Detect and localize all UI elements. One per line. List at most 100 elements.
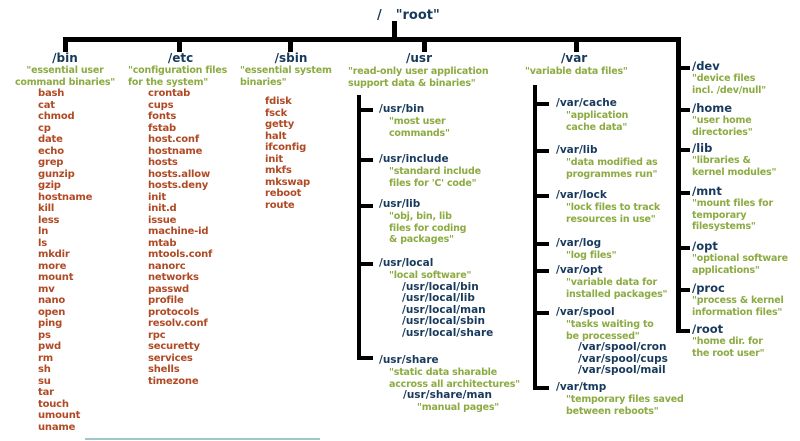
var-lock-desc: "lock files to track resources in use" [566, 202, 661, 225]
bin-file-item: hostname [38, 191, 93, 203]
bin-file-item: ls [38, 237, 47, 249]
bin-file-item: mv [38, 283, 55, 295]
usr-share-dir-label: /usr/share [379, 354, 439, 366]
etc-file-item: mtools.conf [148, 249, 213, 260]
root-dir-desc: "home dir. for the root user" [692, 336, 765, 359]
bin-file-item: gzip [38, 180, 61, 191]
var-opt-section: /var/opt "variable data for installed pa… [556, 264, 668, 300]
usr-local-subdir-item: /usr/local/bin [402, 280, 479, 293]
opt-dir-label: /opt [692, 239, 718, 253]
root-dir-label: /root [692, 322, 724, 336]
root-node: / "root" [377, 8, 440, 23]
var-branch-line [574, 40, 579, 52]
bin-desc: "essential user command binaries" [14, 65, 116, 88]
bin-file-item: cat [38, 99, 55, 111]
var-desc: "variable data files" [525, 66, 628, 77]
etc-desc: "configuration files for the system" [128, 65, 228, 88]
sbin-section: /sbin "essential system binaries" fdisk f… [232, 51, 350, 211]
sbin-file-item: route [265, 199, 295, 211]
etc-file-item: mtab [148, 237, 177, 249]
bin-file-item: less [38, 214, 60, 226]
var-log-section: /var/log "log files" [556, 237, 617, 262]
usr-local-tick-line [357, 262, 373, 266]
etc-file-item: init [148, 191, 166, 203]
etc-file-item: protocols [148, 306, 199, 318]
usr-dir-label: /usr [406, 51, 432, 65]
sbin-file-item: halt [265, 130, 287, 142]
sbin-file-item: reboot [265, 188, 302, 199]
usr-share-tick-line [357, 356, 373, 360]
var-spool-subdir-item: /var/spool/mail [578, 364, 666, 376]
usr-include-dir-label: /usr/include [379, 153, 449, 165]
var-cache-section: /var/cache "application cache data" [556, 97, 628, 133]
var-lib-section: /var/lib "data modified as programmes ru… [556, 144, 658, 180]
bin-file-item: umount [38, 410, 81, 421]
bin-file-item: mount [38, 272, 74, 283]
etc-file-item: crontab [148, 88, 191, 99]
usr-branch-line [422, 40, 427, 52]
etc-file-item: passwd [148, 283, 190, 295]
var-opt-tick-line [533, 269, 549, 273]
bin-file-item: sh [38, 364, 51, 375]
usr-include-section: /usr/include "standard include files for… [379, 153, 481, 189]
etc-file-item: profile [148, 295, 184, 306]
root-name-label: "root" [395, 8, 440, 23]
var-spool-desc: "tasks waiting to be processed" [566, 319, 654, 342]
bin-file-item: ln [38, 226, 49, 237]
usr-bin-dir-label: /usr/bin [379, 103, 425, 115]
var-cache-dir-label: /var/cache [556, 97, 617, 109]
var-spool-subdir-item: /var/spool/cron [578, 341, 667, 353]
etc-branch-line [177, 40, 182, 52]
etc-file-item: hostname [148, 145, 203, 157]
bin-file-item: date [38, 134, 63, 145]
var-log-tick-line [533, 242, 549, 246]
bin-file-item: ping [38, 318, 63, 329]
bin-dir-label: /bin [52, 51, 78, 65]
usr-bracket-line [357, 95, 361, 360]
right-trunk-line [676, 37, 681, 333]
bin-file-item: tar [38, 387, 54, 398]
proc-tick-line [676, 288, 690, 292]
root-dir-tick-line [676, 329, 690, 333]
sbin-file-item: getty [265, 119, 295, 130]
bin-file-item: grep [38, 157, 64, 168]
bin-file-item: kill [38, 203, 55, 214]
sbin-branch-line [288, 40, 293, 52]
var-opt-dir-label: /var/opt [556, 264, 603, 276]
bin-section: /bin "essential user command binaries" b… [0, 51, 130, 433]
etc-section: /etc "configuration files for the system… [118, 51, 243, 387]
etc-file-item: cups [148, 99, 174, 111]
opt-desc: "optional software applications" [692, 253, 788, 276]
bin-file-item: open [38, 306, 66, 318]
sbin-file-list: fdisk fsck getty halt ifconfig init mkfs mkswap… [232, 96, 350, 211]
bin-file-item: bash [38, 88, 65, 99]
var-cache-tick-line [533, 102, 549, 106]
var-lib-dir-label: /var/lib [556, 144, 598, 156]
var-lock-dir-label: /var/lock [556, 189, 607, 201]
bin-file-item: nano [38, 295, 66, 306]
bin-file-item: ps [38, 329, 51, 341]
lib-tick-line [676, 148, 690, 152]
var-spool-subdir-list: /var/spool/cron/var/spool/cups/var/spool… [578, 341, 668, 377]
var-spool-section: /var/spool "tasks waiting to be processe… [556, 306, 668, 377]
sbin-file-item: mkfs [265, 165, 292, 176]
mnt-section: /mnt "mount files for temporary filesyst… [692, 185, 773, 233]
etc-file-item: issue [148, 214, 177, 226]
etc-file-item: rpc [148, 329, 166, 341]
sbin-file-item: fsck [265, 107, 288, 119]
etc-file-item: fstab [148, 122, 176, 134]
proc-desc: "process & kernel information files" [692, 295, 784, 318]
var-tmp-tick-line [533, 386, 549, 390]
bin-file-item: touch [38, 398, 69, 410]
var-lib-tick-line [533, 149, 549, 153]
bin-file-item: uname [38, 421, 76, 433]
var-lock-tick-line [533, 194, 549, 198]
sbin-file-item: ifconfig [265, 142, 307, 153]
bin-file-item: more [38, 260, 67, 272]
bin-file-item: cp [38, 122, 51, 134]
dev-tick-line [676, 66, 690, 70]
usr-bin-desc: "most user commands" [389, 116, 450, 139]
usr-share-man-label: /usr/share/man [403, 389, 493, 401]
usr-share-section: /usr/share "static data sharable accross… [379, 354, 520, 413]
